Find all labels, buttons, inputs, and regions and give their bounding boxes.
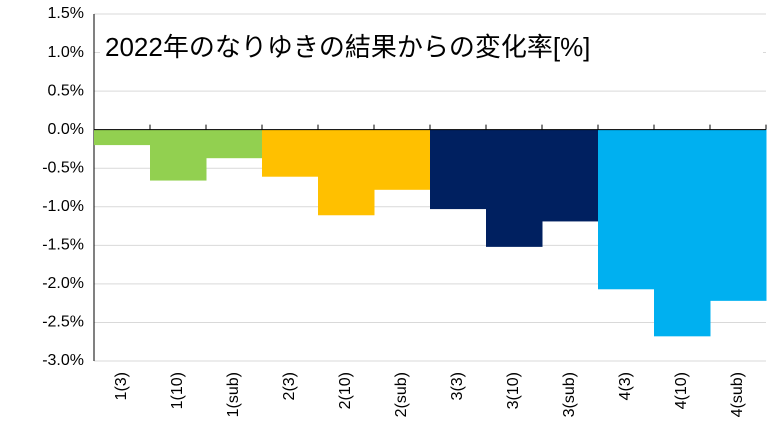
y-tick-label: -0.5% [42, 159, 84, 176]
bar [486, 129, 543, 247]
x-tick-label: 3(10) [505, 372, 522, 409]
x-tick-label: 1(10) [169, 372, 186, 409]
x-tick-label: 2(10) [337, 372, 354, 409]
x-tick-label: 2(3) [281, 372, 298, 400]
bar [318, 129, 375, 216]
bar [598, 129, 655, 290]
y-tick-label: -3.0% [42, 352, 84, 369]
y-tick-label: 0.0% [48, 121, 84, 138]
title-box [100, 28, 763, 68]
y-tick-label: 0.5% [48, 82, 84, 99]
bar [150, 129, 207, 181]
x-tick-label: 4(sub) [729, 372, 746, 417]
bar [710, 129, 767, 301]
y-tick-label: -1.5% [42, 237, 84, 254]
y-tick-label: -2.5% [42, 314, 84, 331]
bar [374, 129, 431, 190]
bar [654, 129, 711, 337]
x-tick-label: 3(sub) [561, 372, 578, 417]
bar [206, 129, 263, 159]
y-tick-label: -2.0% [42, 275, 84, 292]
x-tick-label: 2(sub) [393, 372, 410, 417]
x-tick-label: 1(sub) [225, 372, 242, 417]
bar [262, 129, 319, 177]
x-tick-label: 3(3) [449, 372, 466, 400]
x-tick-label: 4(10) [673, 372, 690, 409]
y-tick-label: 1.0% [48, 44, 84, 61]
y-tick-label: -1.0% [42, 198, 84, 215]
chart-title: 2022年のなりゆきの結果からの変化率[%] [105, 32, 590, 62]
bar [430, 129, 487, 210]
bar [94, 129, 151, 146]
bar [542, 129, 599, 222]
x-tick-label: 4(3) [617, 372, 634, 400]
y-tick-label: 1.5% [48, 5, 84, 22]
x-tick-label: 1(3) [113, 372, 130, 400]
